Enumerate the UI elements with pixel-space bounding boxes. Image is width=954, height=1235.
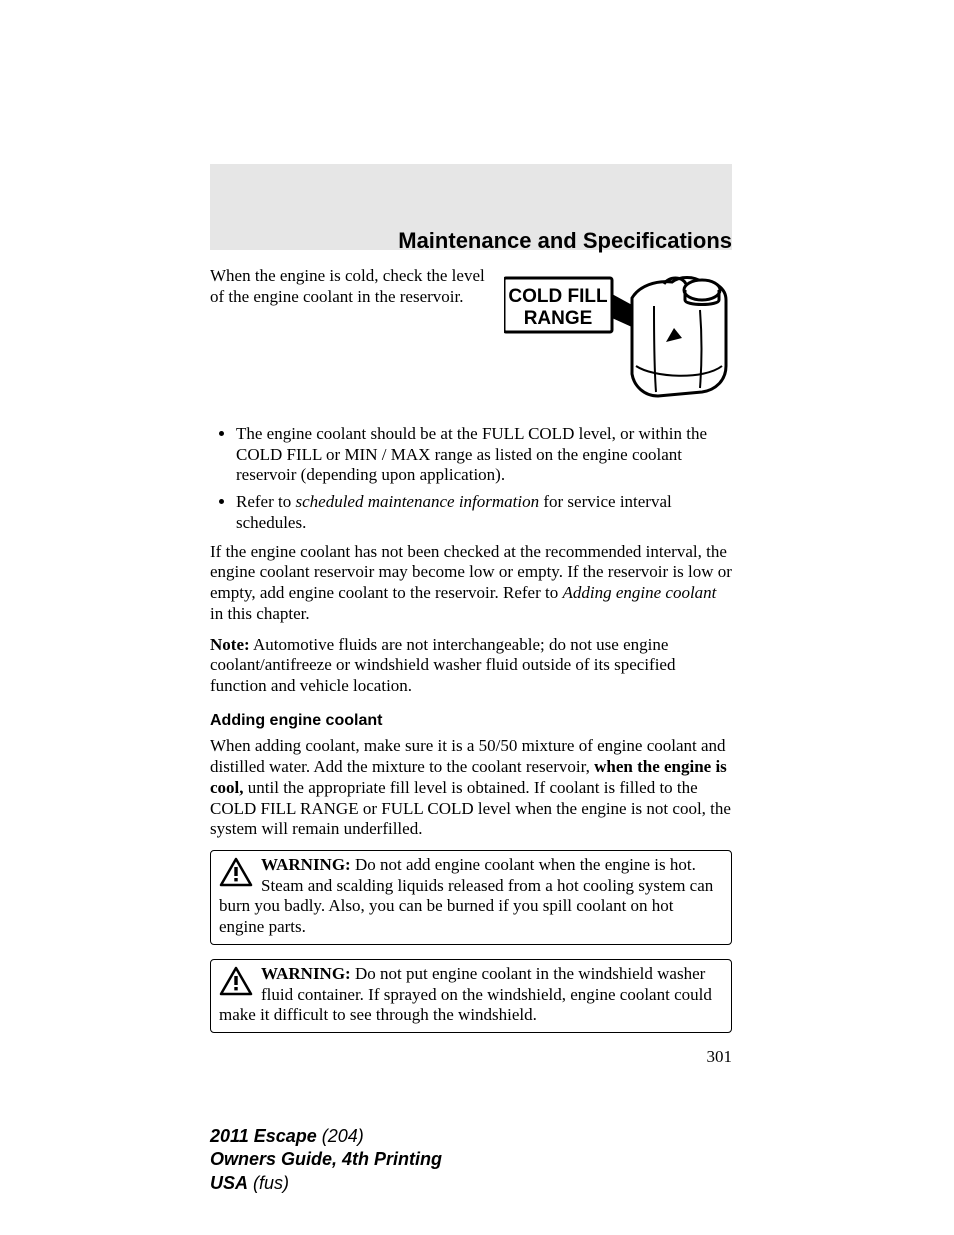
bullet-list: The engine coolant should be at the FULL…: [210, 424, 732, 534]
para-post: in this chapter.: [210, 604, 310, 623]
reservoir-illustration: COLD FILL RANGE: [504, 266, 732, 406]
note-label: Note:: [210, 635, 250, 654]
coolant-reservoir-figure: COLD FILL RANGE: [504, 266, 732, 406]
footer-line-2: Owners Guide, 4th Printing: [210, 1148, 442, 1171]
warning-label: WARNING:: [261, 855, 351, 874]
section-heading: Maintenance and Specifications: [210, 228, 732, 254]
page: Maintenance and Specifications When the …: [0, 0, 954, 1235]
page-content: When the engine is cold, check the level…: [210, 266, 732, 1068]
warning-icon: [219, 966, 253, 1002]
footer-line-3: USA (fus): [210, 1172, 442, 1195]
note-text: Automotive fluids are not interchangeabl…: [210, 635, 675, 695]
footer-model: 2011 Escape: [210, 1126, 317, 1146]
footer-country: USA: [210, 1173, 248, 1193]
footer-code: (204): [322, 1126, 364, 1146]
warning-box: WARNING: Do not add engine coolant when …: [210, 850, 732, 945]
figure-label-line2: RANGE: [524, 308, 593, 329]
footer-line-1: 2011 Escape (204): [210, 1125, 442, 1148]
subheading: Adding engine coolant: [210, 711, 732, 731]
warning-box: WARNING: Do not put engine coolant in th…: [210, 959, 732, 1033]
adding-paragraph: When adding coolant, make sure it is a 5…: [210, 736, 732, 840]
intro-row: When the engine is cold, check the level…: [210, 266, 732, 406]
paragraph: If the engine coolant has not been check…: [210, 542, 732, 625]
page-number: 301: [210, 1047, 732, 1068]
bullet-italic: scheduled maintenance information: [295, 492, 539, 511]
warning-label: WARNING:: [261, 964, 351, 983]
list-item: Refer to scheduled maintenance informati…: [236, 492, 732, 533]
intro-text: When the engine is cold, check the level…: [210, 266, 490, 307]
para-italic: Adding engine coolant: [562, 583, 716, 602]
footer: 2011 Escape (204) Owners Guide, 4th Prin…: [210, 1125, 442, 1195]
footer-fus: (fus): [253, 1173, 289, 1193]
bullet-text: The engine coolant should be at the FULL…: [236, 424, 707, 484]
warning-icon: [219, 857, 253, 893]
list-item: The engine coolant should be at the FULL…: [236, 424, 732, 486]
adding-post: until the appropriate fill level is obta…: [210, 778, 731, 838]
figure-label-line1: COLD FILL: [508, 286, 608, 307]
note-paragraph: Note: Automotive fluids are not intercha…: [210, 635, 732, 697]
bullet-pre: Refer to: [236, 492, 295, 511]
